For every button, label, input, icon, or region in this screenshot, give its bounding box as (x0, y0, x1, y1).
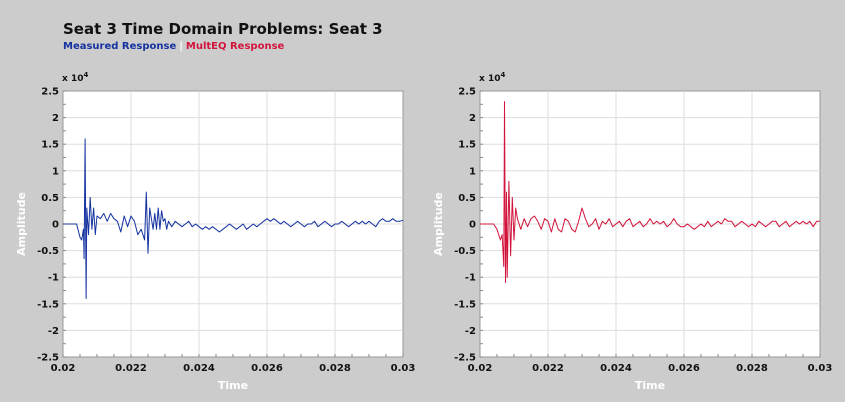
chart-panel-1: 2.5 2 1.5 1 0.5 0 -0.5 -1 -1.5 -2 -2.50.02 0.022 0.0… (15, 71, 415, 392)
y-tick-label: 0 (469, 220, 476, 231)
y-tick-label: 2 (52, 113, 59, 124)
y-tick-label: -1.5 (37, 299, 59, 310)
x-tick-label: 0.028 (736, 363, 768, 374)
y-tick-label: 1 (469, 166, 476, 177)
y-tick-label: -0.5 (454, 246, 476, 257)
y-tick-label: 0.5 (41, 193, 59, 204)
legend-measured-response: Measured Response (63, 41, 177, 52)
y-tick-label: -2.5 (454, 353, 476, 364)
x-tick-label: 0.026 (251, 363, 283, 374)
chart-panel-2: 2.5 2 1.5 1 0.5 0 -0.5 -1 -1.5 -2 -2.50.02 0.022 0.0… (432, 71, 832, 392)
y-tick-label: -2 (465, 326, 476, 337)
y-tick-label: 0.5 (458, 193, 476, 204)
x-tick-label: 0.03 (391, 363, 416, 374)
x-tick-label: 0.024 (600, 363, 632, 374)
axis-multiplier-label: x 104 (62, 71, 88, 84)
x-tick-label: 0.03 (808, 363, 833, 374)
x-tick-label: 0.02 (468, 363, 493, 374)
legend: Measured Response | MultEQ Response (63, 41, 284, 52)
x-tick-label: 0.022 (115, 363, 147, 374)
y-tick-label: -1.5 (454, 299, 476, 310)
page-title: Seat 3 Time Domain Problems: Seat 3 (63, 20, 383, 38)
y-tick-label: 1.5 (41, 140, 59, 151)
y-tick-label: -2.5 (37, 353, 59, 364)
y-tick-label: -1 (465, 273, 476, 284)
x-axis-label: Time (635, 379, 665, 392)
x-tick-label: 0.02 (51, 363, 76, 374)
y-tick-label: -1 (48, 273, 59, 284)
y-tick-label: 1.5 (458, 140, 476, 151)
x-tick-label: 0.024 (183, 363, 215, 374)
x-tick-label: 0.028 (319, 363, 351, 374)
y-tick-label: 2.5 (41, 87, 59, 98)
y-tick-label: 2.5 (458, 87, 476, 98)
y-axis-label: Amplitude (432, 192, 445, 256)
y-tick-label: 1 (52, 166, 59, 177)
y-axis-label: Amplitude (15, 192, 28, 256)
x-tick-label: 0.026 (668, 363, 700, 374)
y-tick-label: -0.5 (37, 246, 59, 257)
x-tick-label: 0.022 (532, 363, 564, 374)
legend-separator: | (179, 41, 183, 52)
legend-multeq-response: MultEQ Response (185, 41, 285, 52)
series-line-1 (63, 138, 404, 299)
axis-multiplier-label: x 104 (479, 71, 505, 84)
y-tick-label: -2 (48, 326, 59, 337)
series-line-1 (480, 101, 820, 283)
x-axis-label: Time (218, 379, 248, 392)
y-tick-label: 2 (469, 113, 476, 124)
y-tick-label: 0 (52, 220, 59, 231)
